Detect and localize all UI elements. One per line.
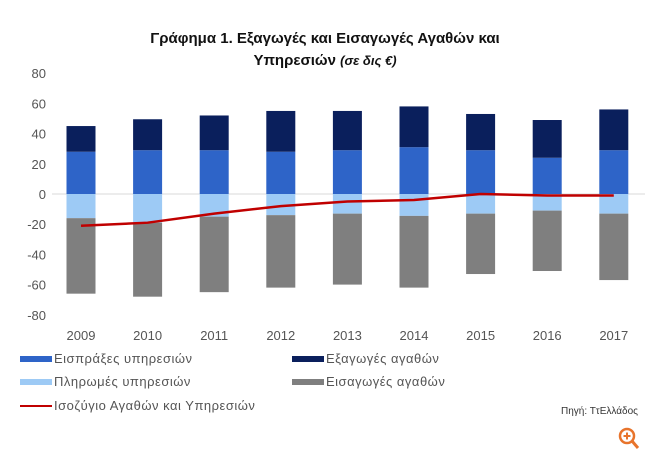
legend-item-imports: Εισαγωγές αγαθών <box>292 374 445 389</box>
chart-plot: 80 60 40 20 0 -20 -40 -60 -80 2009 2010 2011 2012 201… <box>27 66 645 343</box>
bar-goods-exports <box>599 109 629 151</box>
bar-services-payments <box>332 194 362 214</box>
bar-services-payments <box>532 194 562 211</box>
bar-services-payments <box>466 194 496 214</box>
x-tick-label: 2011 <box>200 328 228 343</box>
legend-line <box>20 404 52 407</box>
bar-services-payments <box>133 194 163 223</box>
bar-goods-exports <box>332 110 362 151</box>
x-tick-label: 2012 <box>266 328 295 343</box>
x-tick-label: 2017 <box>599 328 628 343</box>
y-tick-label: 0 <box>39 187 46 202</box>
y-tick-label: -80 <box>27 308 46 323</box>
bar-services-payments <box>266 194 296 216</box>
bar-goods-imports <box>466 213 496 275</box>
x-tick-label: 2013 <box>333 328 362 343</box>
legend-item-balance: Ισοζύγιο Αγαθών και Υπηρεσιών <box>20 398 255 413</box>
legend-swatch <box>20 378 52 385</box>
y-tick-label: 20 <box>32 157 46 172</box>
bar-goods-exports <box>399 106 429 148</box>
legend-label: Ισοζύγιο Αγαθών και Υπηρεσιών <box>54 398 256 413</box>
bar-goods-exports <box>133 119 163 151</box>
bar-services-receipts <box>199 150 229 194</box>
bar-goods-exports <box>532 120 562 158</box>
chart-title-line1: Γράφημα 1. Εξαγωγές και Εισαγωγές Αγαθών… <box>150 30 500 47</box>
legend-item-exports: Εξαγωγές αγαθών <box>292 351 439 366</box>
legend-swatch <box>20 355 52 362</box>
bar-services-payments <box>66 194 96 219</box>
x-tick-label: 2010 <box>133 328 162 343</box>
bar-services-receipts <box>599 150 629 194</box>
bar-services-receipts <box>399 147 429 194</box>
y-tick-label: 60 <box>32 96 46 111</box>
bar-goods-imports <box>599 213 629 281</box>
bar-goods-imports <box>66 218 96 294</box>
legend-label: Εξαγωγές αγαθών <box>326 351 440 366</box>
bar-services-receipts <box>66 151 96 194</box>
bar-services-payments <box>199 194 229 217</box>
bar-services-receipts <box>133 150 163 194</box>
bar-services-payments <box>599 194 629 214</box>
chart-title-line2: Υπηρεσιών (σε δις €) <box>0 52 650 69</box>
bar-goods-imports <box>266 215 296 288</box>
bar-services-payments <box>399 194 429 216</box>
legend-label: Πληρωμές υπηρεσιών <box>54 374 191 389</box>
zoom-in-icon[interactable] <box>618 427 640 451</box>
y-tick-label: -40 <box>27 247 46 262</box>
bar-goods-exports <box>66 126 96 152</box>
bar-services-receipts <box>532 157 562 194</box>
legend-swatch <box>292 355 324 362</box>
source-note: Πηγή: ΤτΕλλάδος <box>560 406 638 417</box>
bar-goods-exports <box>199 115 229 151</box>
title-unit: (σε δις €) <box>340 53 397 68</box>
y-tick-label: 40 <box>32 127 46 142</box>
x-tick-label: 2015 <box>466 328 495 343</box>
legend-item-receipts: Εισπράξες υπηρεσιών <box>20 351 193 366</box>
x-tick-label: 2014 <box>400 328 429 343</box>
bar-goods-imports <box>399 215 429 288</box>
bar-services-receipts <box>466 150 496 194</box>
x-tick-label: 2016 <box>533 328 562 343</box>
balance-line <box>80 192 614 227</box>
bar-goods-imports <box>199 216 229 293</box>
bar-goods-imports <box>532 210 562 272</box>
bar-services-receipts <box>266 151 296 194</box>
bar-goods-imports <box>133 222 163 297</box>
y-tick-label: -20 <box>27 217 46 232</box>
legend-label: Εισαγωγές αγαθών <box>326 374 446 389</box>
title-text: Υπηρεσιών <box>253 52 336 69</box>
bar-goods-exports <box>466 113 496 151</box>
bar-goods-exports <box>266 110 296 152</box>
y-tick-label: 80 <box>32 66 46 81</box>
x-tick-label: 2009 <box>67 328 96 343</box>
legend-swatch <box>292 378 324 385</box>
y-tick-label: -60 <box>27 278 46 293</box>
legend-item-payments: Πληρωμές υπηρεσιών <box>20 374 191 389</box>
legend-label: Εισπράξες υπηρεσιών <box>54 351 193 366</box>
bar-goods-imports <box>332 213 362 285</box>
bar-services-receipts <box>332 150 362 194</box>
